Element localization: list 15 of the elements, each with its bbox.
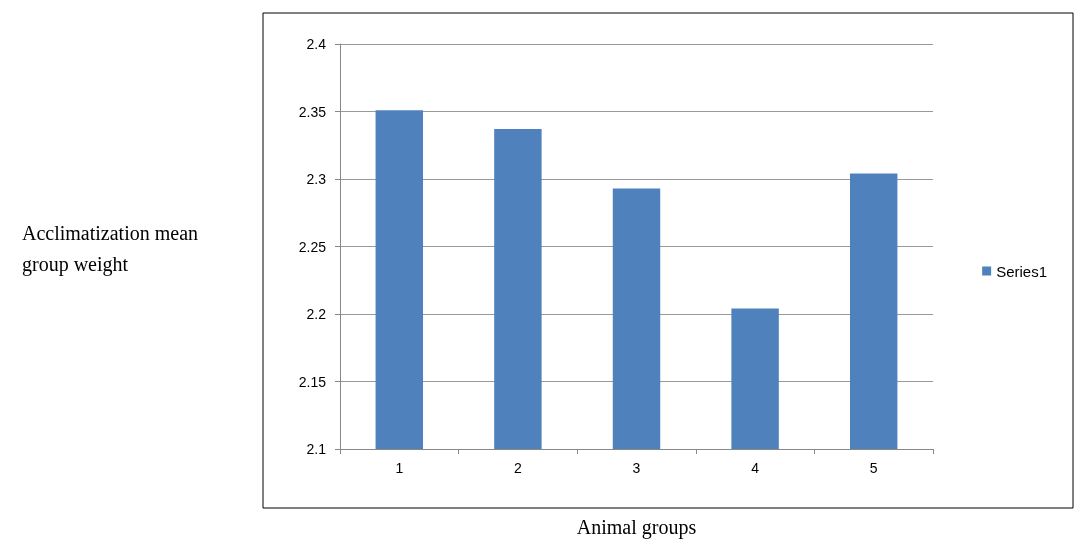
y-tick-label: 2.15 xyxy=(298,373,327,390)
x-axis-title: Animal groups xyxy=(576,516,697,539)
legend-label: Series1 xyxy=(996,262,1047,280)
x-tick-label: 1 xyxy=(395,460,404,476)
x-tick-label: 3 xyxy=(632,460,641,476)
x-tick-label: 5 xyxy=(869,460,878,476)
y-tick-label: 2.4 xyxy=(306,36,327,52)
y-tick-label: 2.35 xyxy=(298,103,327,120)
y-tick-label: 2.2 xyxy=(306,306,327,322)
y-tick-label: 2.3 xyxy=(306,171,327,187)
y-tick-label: 2.1 xyxy=(306,441,327,457)
y-tick-label: 2.25 xyxy=(298,238,327,255)
x-tick-label: 2 xyxy=(514,460,522,476)
text: Acclimatization mean group weight xyxy=(22,221,204,276)
x-tick-label: 4 xyxy=(751,460,760,476)
